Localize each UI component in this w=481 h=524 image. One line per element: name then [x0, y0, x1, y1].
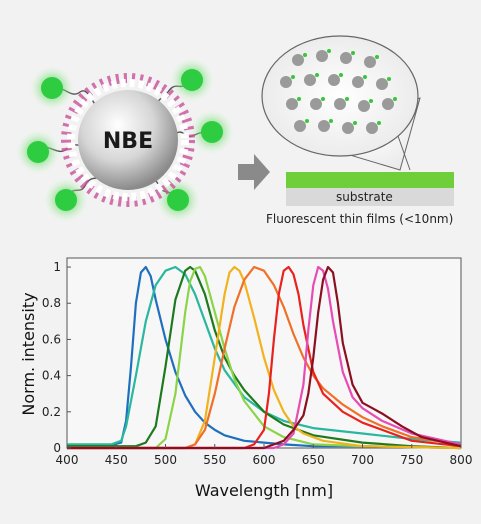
- y-tick-label: 1: [53, 260, 61, 274]
- zoom-particle: [316, 50, 328, 62]
- zoom-particle: [304, 74, 316, 86]
- zoom-dye-dot: [363, 75, 367, 79]
- zoom-dye-dot: [327, 49, 331, 53]
- zoom-dye-dot: [369, 99, 373, 103]
- nanoparticle: NBE: [61, 73, 195, 207]
- zoom-dye-dot: [377, 121, 381, 125]
- zoom-particle: [334, 98, 346, 110]
- zoom-particle: [328, 74, 340, 86]
- ticks-layer: 400 450 500 550 600 650 700 750 800 0 0.2 0.4 0.6 0.8…: [42, 260, 473, 467]
- zoom-dye-dot: [297, 97, 301, 101]
- y-tick-label: 0: [53, 441, 61, 455]
- fluorescent-dyes: [16, 58, 234, 222]
- zoom-particle: [364, 56, 376, 68]
- zoom-particle: [382, 98, 394, 110]
- zoom-dye-dot: [291, 75, 295, 79]
- zoom-particles: [280, 49, 397, 134]
- zoom-particle: [310, 98, 322, 110]
- zoom-particle: [340, 52, 352, 64]
- series-line-9: [67, 265, 462, 450]
- zoom-particle: [280, 76, 292, 88]
- arrow-icon: [238, 154, 270, 190]
- series-line-2: [67, 265, 462, 446]
- y-tick-label: 0.2: [42, 405, 61, 419]
- substrate-block: [286, 188, 454, 206]
- y-tick-label: 0.8: [42, 296, 61, 310]
- film-caption: Fluorescent thin films (<10nm): [266, 212, 454, 226]
- series-line-3: [67, 265, 462, 450]
- particle-label: NBE: [103, 129, 153, 154]
- zoom-dye-dot: [321, 97, 325, 101]
- zoom-particle: [352, 76, 364, 88]
- x-tick-label: 750: [400, 453, 423, 467]
- zoom-dye-dot: [387, 77, 391, 81]
- x-tick-label: 650: [302, 453, 325, 467]
- x-tick-label: 700: [351, 453, 374, 467]
- series-line-6: [67, 265, 462, 450]
- series-line-8: [67, 265, 462, 450]
- illustration: NBE: [16, 35, 454, 222]
- zoom-dye-dot: [393, 97, 397, 101]
- series-line-7: [67, 265, 462, 450]
- fluorescent-film: [286, 172, 454, 188]
- x-tick-label: 400: [56, 453, 79, 467]
- x-tick-label: 550: [203, 453, 226, 467]
- y-tick-label: 0.6: [42, 332, 61, 346]
- zoom-particle: [342, 122, 354, 134]
- x-tick-label: 500: [154, 453, 177, 467]
- zoom-dye-dot: [339, 73, 343, 77]
- series-line-1: [67, 265, 462, 450]
- zoom-dye-dot: [375, 55, 379, 59]
- x-tick-label: 600: [253, 453, 276, 467]
- zoom-dye-dot: [303, 53, 307, 57]
- zoom-particle: [366, 122, 378, 134]
- zoom-dye-dot: [329, 119, 333, 123]
- zoom-dye-dot: [315, 73, 319, 77]
- zoom-bubble: [261, 35, 421, 171]
- zoom-particle: [358, 100, 370, 112]
- series-layer: [67, 265, 462, 450]
- zoom-particle: [294, 120, 306, 132]
- x-tick-label: 450: [105, 453, 128, 467]
- zoom-dye-dot: [351, 51, 355, 55]
- y-axis-label: Norm. intensity: [19, 292, 38, 415]
- zoom-dye-dot: [345, 97, 349, 101]
- y-tick-label: 0.4: [42, 369, 61, 383]
- zoom-particle: [286, 98, 298, 110]
- x-axis-label: Wavelength [nm]: [195, 481, 333, 500]
- zoom-particle: [318, 120, 330, 132]
- emission-chart: 400 450 500 550 600 650 700 750 800 0 0.2 0.4 0.6 0.8…: [19, 257, 473, 500]
- substrate-label: substrate: [336, 190, 393, 204]
- zoom-particle: [292, 54, 304, 66]
- zoom-dye-dot: [305, 119, 309, 123]
- zoom-dye-dot: [353, 121, 357, 125]
- x-tick-label: 800: [450, 453, 473, 467]
- zoom-particle: [376, 78, 388, 90]
